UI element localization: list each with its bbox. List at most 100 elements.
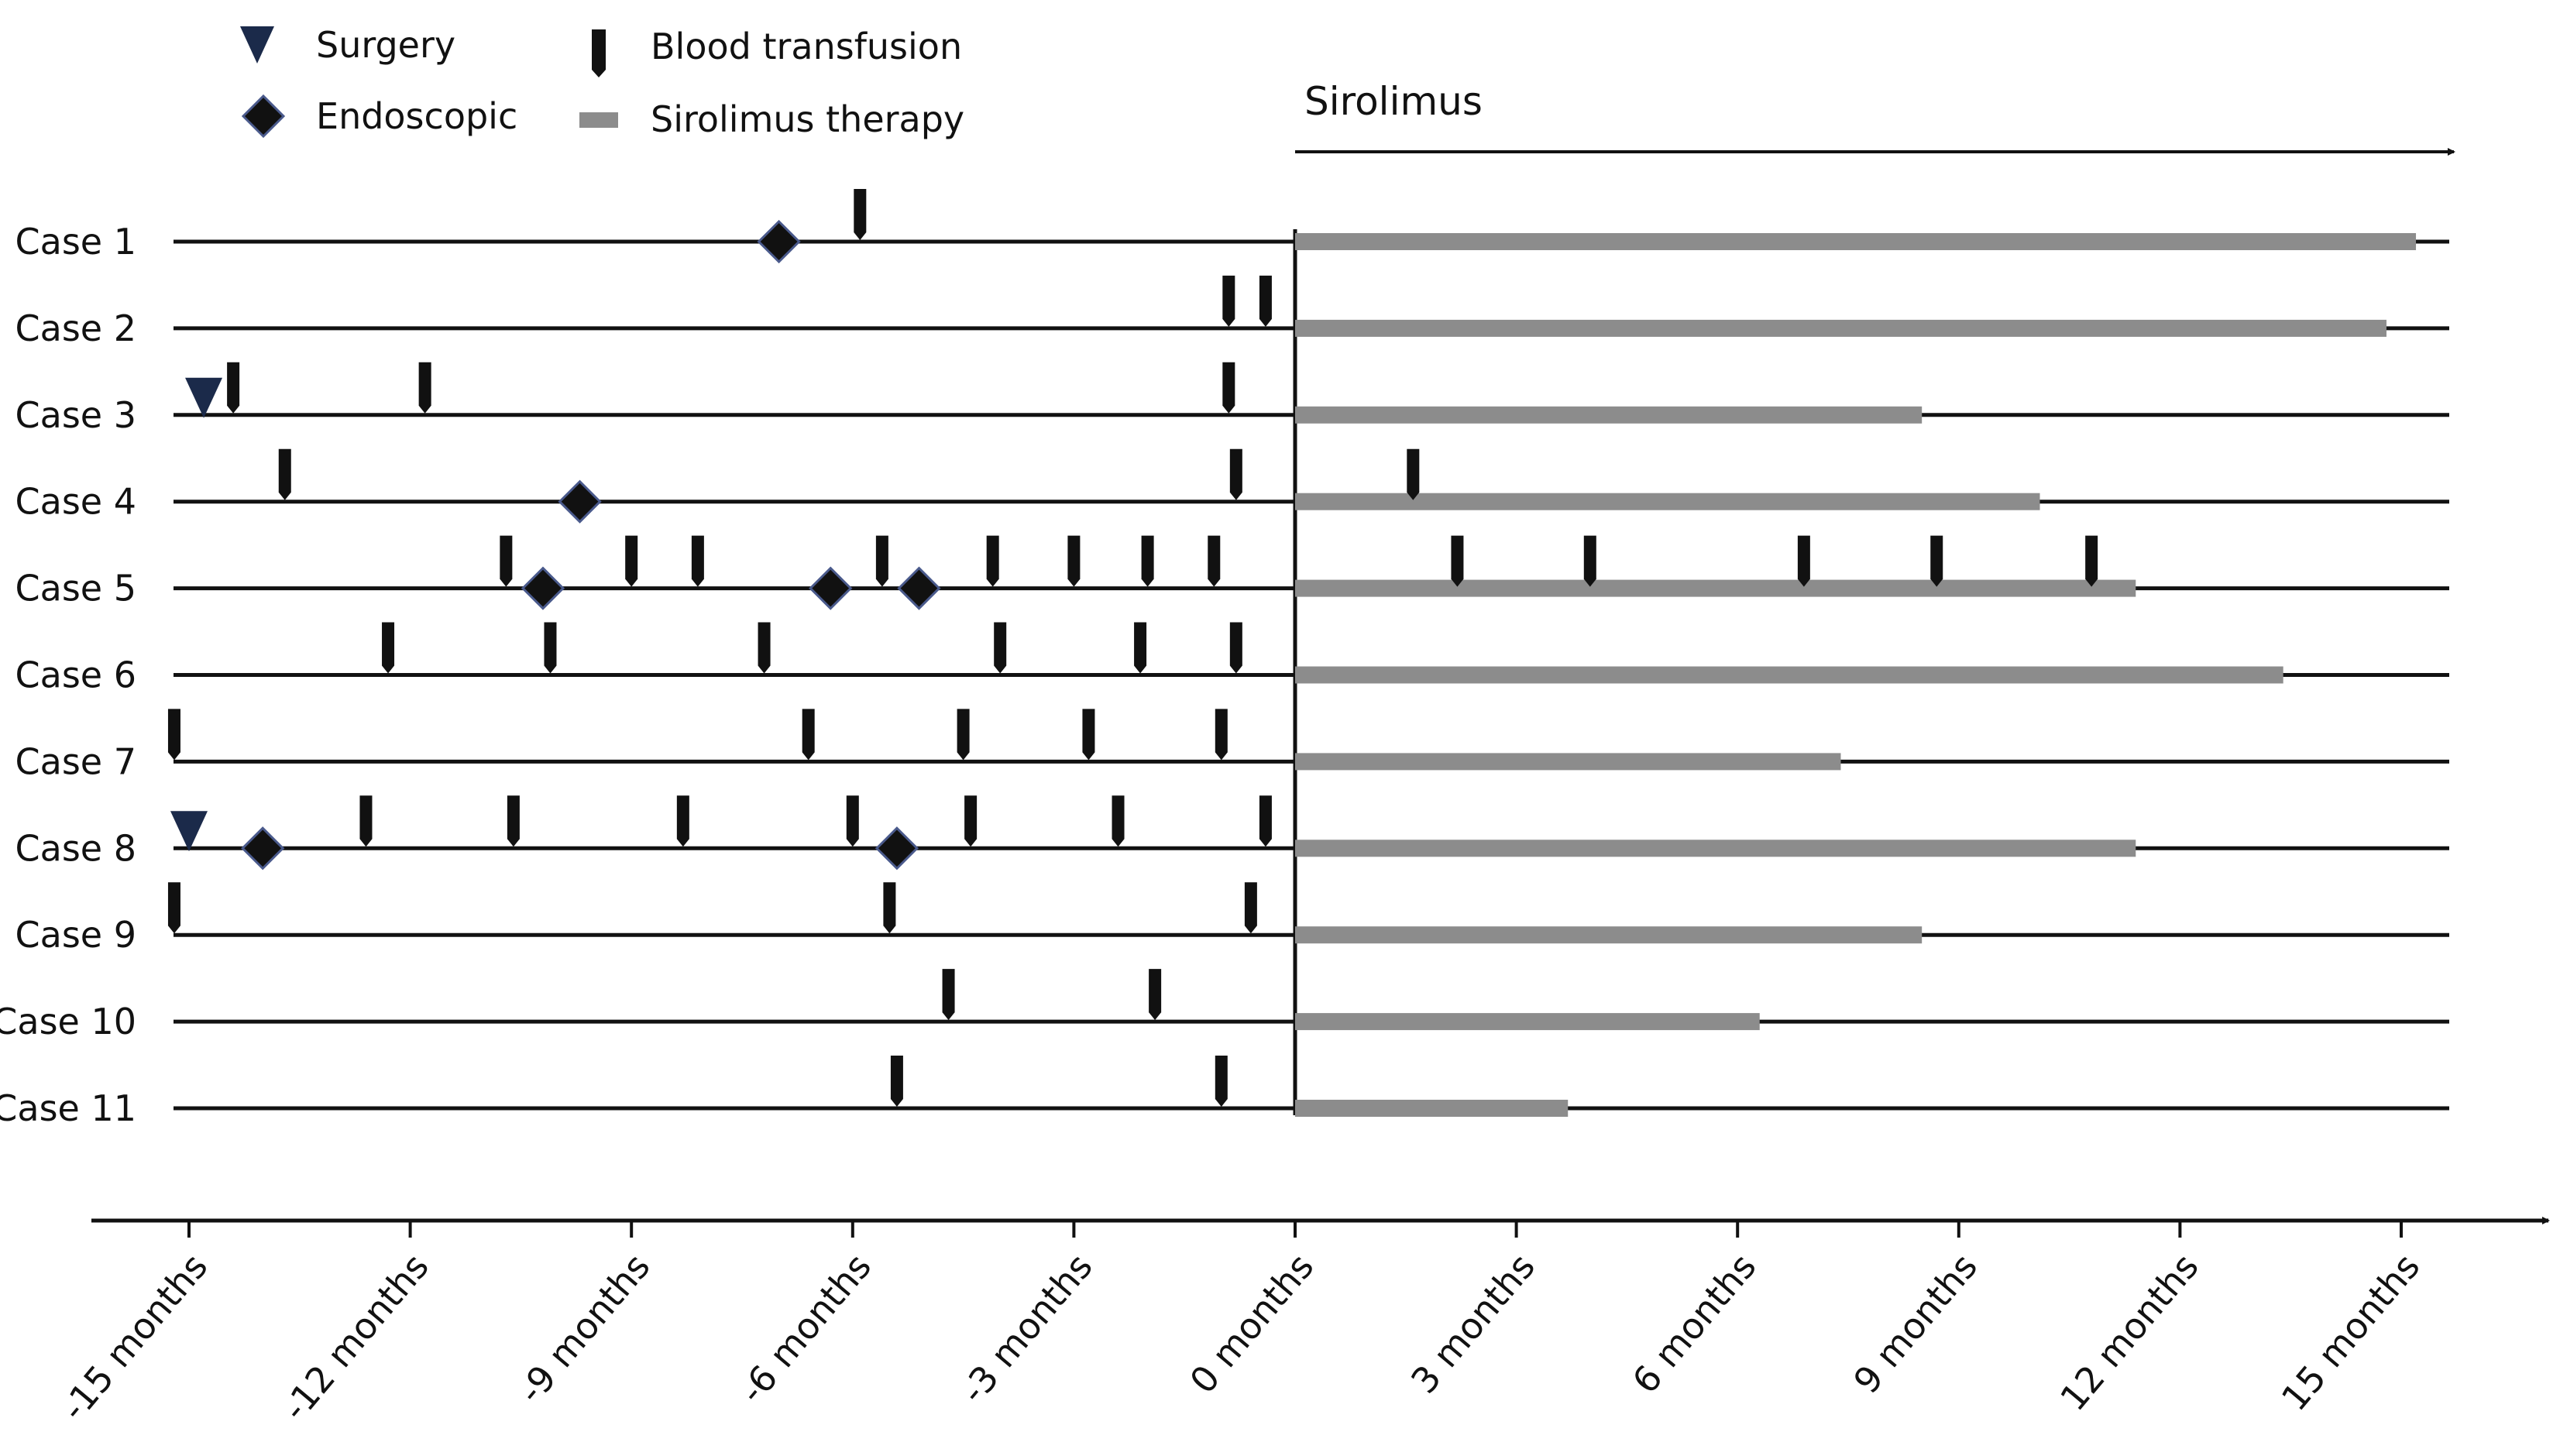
blood-transfusion-marker [1215, 1056, 1228, 1107]
x-tick-label: -3 months [952, 1245, 1101, 1411]
blood-transfusion-marker [875, 535, 888, 587]
blood-transfusion-marker [1259, 275, 1272, 327]
blood-transfusion-marker [846, 795, 859, 847]
surgery-legend-icon [240, 26, 274, 64]
x-tick-label: -6 months [731, 1245, 880, 1411]
sirolimus-therapy-bar [1295, 319, 2386, 337]
sirolimus-therapy-bar [1295, 1013, 1760, 1031]
blood-transfusion-marker [1082, 709, 1095, 761]
blood-transfusion-marker [167, 709, 180, 761]
x-tick-label: -12 months [274, 1245, 437, 1428]
blood-transfusion-marker [883, 882, 896, 934]
x-tick-label: 12 months [2052, 1245, 2207, 1418]
blood-transfusion-marker [227, 362, 240, 414]
case-row: Case 2 [15, 275, 2449, 349]
blood-transfusion-marker [1222, 275, 1235, 327]
x-tick-label: -15 months [53, 1245, 215, 1428]
case-row: Case 7 [15, 709, 2449, 782]
case-row: Case 10 [0, 969, 2449, 1042]
sirolimus-therapy-legend-swatch [579, 112, 618, 128]
case-label: Case 5 [15, 568, 136, 610]
sirolimus-therapy-bar [1295, 926, 1923, 944]
blood-transfusion-marker [964, 795, 978, 847]
blood-transfusion-marker [1149, 969, 1162, 1021]
endoscopic-legend-icon [241, 94, 286, 139]
case-label: Case 10 [0, 1001, 136, 1042]
blood-transfusion-marker [1797, 535, 1810, 587]
blood-transfusion-marker [1067, 535, 1081, 587]
sirolimus-therapy-bar [1295, 493, 2040, 510]
sirolimus-therapy-bar [1295, 233, 2417, 250]
endoscopic-marker [558, 479, 602, 524]
blood-transfusion-marker [507, 795, 520, 847]
case-rows: Case 1 Case 2 Case 3 Case 4 Case 5 Case 6 Case… [0, 189, 2449, 1129]
blood-transfusion-marker [167, 882, 180, 934]
x-tick-label: 3 months [1403, 1245, 1543, 1401]
endoscopic-marker [757, 219, 801, 264]
blood-transfusion-marker [1244, 882, 1257, 934]
case-label: Case 3 [15, 394, 136, 436]
case-label: Case 11 [0, 1087, 136, 1129]
endoscopic-marker [241, 826, 285, 871]
case-row: Case 11 [0, 1056, 2449, 1129]
endoscopic-marker [521, 566, 565, 610]
blood-transfusion-marker [382, 622, 395, 674]
blood-transfusion-marker [802, 709, 815, 761]
x-tick-label: 9 months [1845, 1245, 1985, 1401]
legend-blood-transfusion-label: Blood transfusion [651, 26, 962, 67]
blood-transfusion-marker [1134, 622, 1147, 674]
sirolimus-therapy-bar [1295, 406, 1923, 424]
sirolimus-therapy-bar [1295, 579, 2136, 597]
x-tick-label: 0 months [1181, 1245, 1321, 1401]
case-row: Case 1 [15, 189, 2449, 264]
blood-transfusion-marker [1229, 448, 1242, 500]
blood-transfusion-marker [1215, 709, 1228, 761]
blood-transfusion-marker [1407, 448, 1420, 500]
legend: Surgery Endoscopic Blood transfusion Sir… [240, 24, 964, 140]
blood-transfusion-legend-icon [592, 29, 606, 77]
blood-transfusion-marker [1930, 535, 1943, 587]
case-row: Case 5 [15, 535, 2449, 610]
blood-transfusion-marker [691, 535, 704, 587]
surgery-marker [185, 377, 223, 418]
case-label: Case 9 [15, 914, 136, 956]
blood-transfusion-marker [1229, 622, 1242, 674]
case-label: Case 8 [15, 827, 136, 869]
case-label: Case 4 [15, 481, 136, 523]
sirolimus-label: Sirolimus [1304, 79, 1483, 124]
sirolimus-therapy-bar [1295, 840, 2136, 857]
case-label: Case 2 [15, 307, 136, 349]
surgery-marker [170, 811, 208, 852]
case-row: Case 6 [15, 622, 2449, 696]
blood-transfusion-marker [890, 1056, 903, 1107]
case-row: Case 8 [15, 795, 2449, 871]
x-axis-ticks: -15 months -12 months -9 months -6 months -3… [53, 1221, 2428, 1429]
case-row: Case 3 [15, 362, 2449, 436]
blood-transfusion-marker [1141, 535, 1154, 587]
sirolimus-therapy-bar [1295, 753, 1841, 771]
legend-endoscopic-label: Endoscopic [316, 95, 517, 137]
legend-surgery-label: Surgery [316, 24, 455, 66]
endoscopic-marker [897, 566, 941, 610]
sirolimus-therapy-bar [1295, 1100, 1569, 1117]
blood-transfusion-marker [942, 969, 955, 1021]
blood-transfusion-marker [1222, 362, 1235, 414]
blood-transfusion-marker [758, 622, 771, 674]
blood-transfusion-marker [500, 535, 513, 587]
sirolimus-therapy-bar [1295, 666, 2283, 684]
blood-transfusion-marker [676, 795, 689, 847]
blood-transfusion-marker [1583, 535, 1596, 587]
blood-transfusion-marker [359, 795, 373, 847]
blood-transfusion-marker [418, 362, 431, 414]
blood-transfusion-marker [994, 622, 1007, 674]
endoscopic-marker [809, 566, 853, 610]
blood-transfusion-marker [1112, 795, 1125, 847]
legend-sirolimus-therapy-label: Sirolimus therapy [651, 98, 964, 140]
case-row: Case 4 [15, 448, 2449, 524]
blood-transfusion-marker [957, 709, 970, 761]
x-tick-label: -9 months [510, 1245, 658, 1411]
blood-transfusion-marker [625, 535, 638, 587]
blood-transfusion-marker [986, 535, 999, 587]
blood-transfusion-marker [1451, 535, 1464, 587]
